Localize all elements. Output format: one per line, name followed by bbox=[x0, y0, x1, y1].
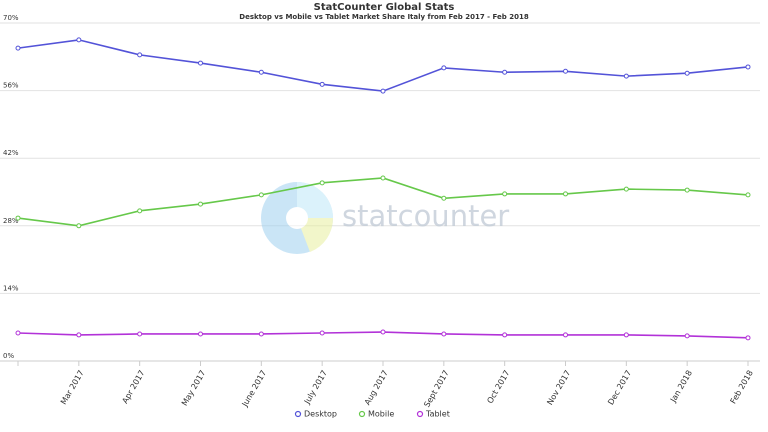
data-point bbox=[15, 45, 21, 51]
legend-marker bbox=[358, 410, 366, 418]
x-tick-label: Jan 2018 bbox=[668, 369, 694, 405]
data-point bbox=[745, 335, 751, 341]
data-point bbox=[441, 65, 447, 71]
data-point bbox=[258, 69, 264, 75]
data-point bbox=[684, 333, 690, 339]
data-point bbox=[380, 175, 386, 181]
x-tick-label: July 2017 bbox=[302, 369, 329, 407]
x-tick-label: Feb 2018 bbox=[729, 369, 755, 406]
data-point bbox=[563, 68, 568, 74]
data-point bbox=[563, 191, 568, 197]
watermark: statcounter bbox=[342, 199, 509, 233]
data-point bbox=[745, 192, 751, 198]
x-tick-label: Sept 2017 bbox=[422, 369, 450, 409]
x-tick-label: Oct 2017 bbox=[485, 369, 511, 405]
data-point bbox=[380, 329, 386, 335]
legend-marker bbox=[294, 410, 302, 418]
data-point bbox=[684, 187, 690, 193]
x-tick-label: Aug 2017 bbox=[363, 369, 390, 407]
data-point bbox=[623, 73, 629, 79]
data-point bbox=[502, 69, 508, 75]
chart-title: StatCounter Global Stats bbox=[314, 2, 455, 13]
y-tick-label: 14% bbox=[3, 284, 19, 292]
y-tick-label: 56% bbox=[3, 82, 19, 90]
y-tick-label: 70% bbox=[3, 14, 19, 22]
data-point bbox=[258, 192, 264, 198]
data-point bbox=[319, 81, 325, 87]
data-point bbox=[198, 331, 203, 337]
data-point bbox=[137, 52, 143, 58]
y-tick-label: 0% bbox=[3, 352, 14, 360]
x-tick-label: Nov 2017 bbox=[545, 369, 572, 407]
data-point bbox=[137, 208, 143, 214]
watermark-logo bbox=[261, 182, 334, 254]
data-point bbox=[502, 191, 508, 197]
x-tick-label: Dec 2017 bbox=[606, 369, 633, 407]
data-point bbox=[137, 331, 143, 337]
x-tick-label: Mar 2017 bbox=[59, 369, 86, 406]
data-point bbox=[15, 330, 21, 336]
data-point bbox=[76, 37, 82, 43]
legend-marker bbox=[416, 410, 424, 418]
data-point bbox=[76, 223, 82, 229]
data-point bbox=[745, 64, 751, 70]
data-point bbox=[15, 215, 21, 221]
legend-label: Desktop bbox=[304, 410, 337, 419]
x-tick-label: May 2017 bbox=[180, 369, 208, 408]
x-tick-label: June 2017 bbox=[240, 369, 268, 409]
legend-label: Tablet bbox=[425, 410, 450, 419]
series-line bbox=[17, 39, 749, 92]
x-tick-label: Apr 2017 bbox=[120, 369, 146, 405]
data-point bbox=[258, 331, 264, 337]
data-point bbox=[76, 332, 82, 338]
data-point bbox=[441, 331, 447, 337]
data-point bbox=[319, 180, 325, 186]
data-point bbox=[198, 60, 203, 66]
data-point bbox=[623, 332, 629, 338]
data-point bbox=[380, 88, 386, 94]
chart-subtitle: Desktop vs Mobile vs Tablet Market Share… bbox=[239, 13, 529, 21]
data-point bbox=[319, 330, 325, 336]
y-tick-label: 42% bbox=[3, 149, 19, 157]
data-point bbox=[563, 332, 568, 338]
legend-label: Mobile bbox=[368, 410, 394, 419]
data-point bbox=[441, 195, 447, 201]
data-point bbox=[502, 332, 508, 338]
y-tick-label: 28% bbox=[3, 217, 19, 225]
data-point bbox=[684, 70, 690, 76]
data-point bbox=[198, 201, 203, 207]
data-point bbox=[623, 186, 629, 192]
